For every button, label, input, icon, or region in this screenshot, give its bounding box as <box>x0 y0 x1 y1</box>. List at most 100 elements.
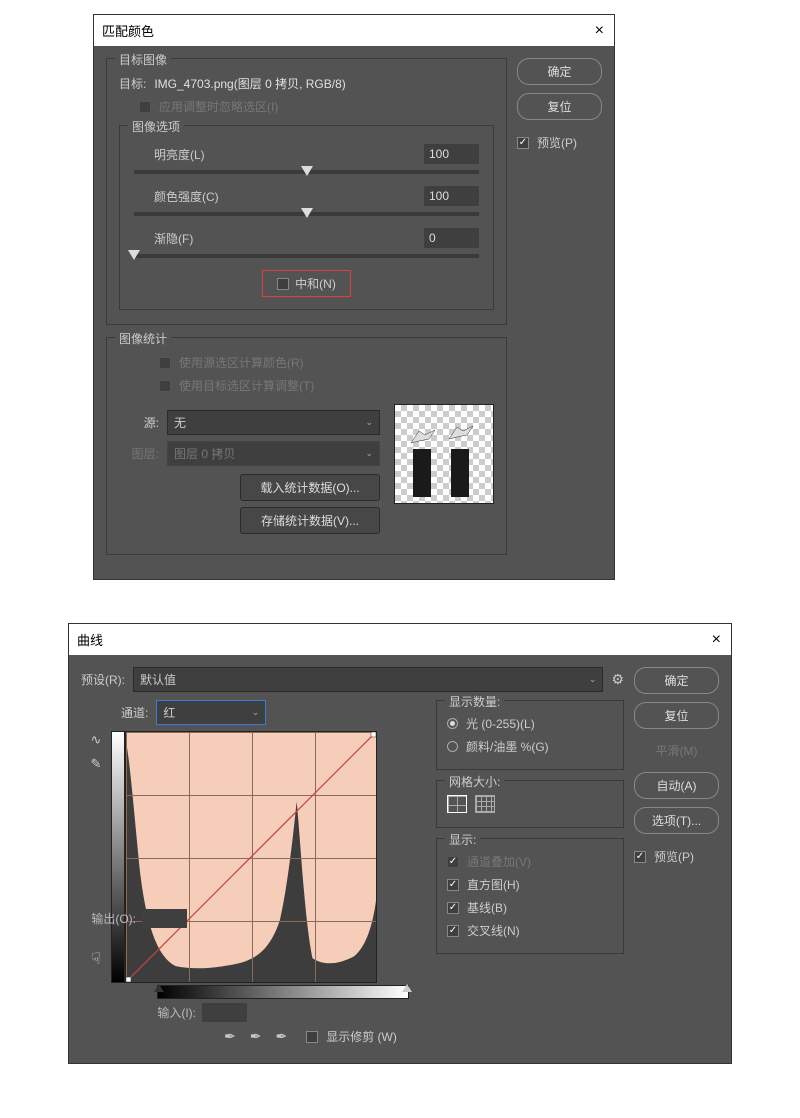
reset-button[interactable]: 复位 <box>517 93 602 120</box>
preview-thumbnail <box>394 404 494 504</box>
fade-input[interactable] <box>424 228 479 248</box>
chevron-down-icon: ⌄ <box>365 448 373 459</box>
close-icon[interactable]: × <box>712 631 721 649</box>
intensity-input[interactable] <box>424 186 479 206</box>
chevron-down-icon: ⌄ <box>365 417 373 428</box>
target-image-group: 目标图像 目标: IMG_4703.png(图层 0 拷贝, RGB/8) 应用… <box>106 58 507 325</box>
light-radio[interactable] <box>447 718 458 729</box>
pigment-radio[interactable] <box>447 741 458 752</box>
overlay-label: 通道叠加(V) <box>467 853 531 870</box>
target-legend: 目标图像 <box>115 51 171 68</box>
dialog-title: 匹配颜色 <box>102 21 154 40</box>
layer-dropdown: 图层 0 拷贝 ⌄ <box>167 441 380 466</box>
chevron-down-icon: ⌄ <box>252 707 260 718</box>
chevron-down-icon: ⌄ <box>589 674 597 685</box>
layer-value: 图层 0 拷贝 <box>174 445 235 462</box>
show-group: 显示: 通道叠加(V) 直方图(H) 基线(B) 交叉线(N) <box>436 838 624 954</box>
light-label: 光 (0-255)(L) <box>466 715 535 732</box>
stats-legend: 图像统计 <box>115 330 171 347</box>
image-options-legend: 图像选项 <box>128 118 184 135</box>
target-label: 目标: <box>119 75 146 92</box>
save-stats-button[interactable]: 存储统计数据(V)... <box>240 507 380 534</box>
ignore-selection-checkbox <box>139 101 151 113</box>
use-src-label: 使用源选区计算颜色(R) <box>179 354 304 371</box>
display-amount-group: 显示数量: 光 (0-255)(L) 颜料/油墨 %(G) <box>436 700 624 770</box>
titlebar: 匹配颜色 × <box>94 15 614 46</box>
preview-label: 预览(P) <box>654 848 694 865</box>
options-button[interactable]: 选项(T)... <box>634 807 719 834</box>
source-value: 无 <box>174 414 186 431</box>
show-clip-checkbox[interactable] <box>306 1031 318 1043</box>
luminance-slider[interactable] <box>134 170 479 174</box>
preview-checkbox[interactable] <box>517 137 529 149</box>
preset-dropdown[interactable]: 默认值 ⌄ <box>133 667 603 692</box>
intensity-slider[interactable] <box>134 212 479 216</box>
display-amount-legend: 显示数量: <box>445 693 504 710</box>
fade-slider[interactable] <box>134 254 479 258</box>
pencil-tool-icon[interactable]: ✎ <box>85 755 107 773</box>
preview-checkbox[interactable] <box>634 851 646 863</box>
luminance-input[interactable] <box>424 144 479 164</box>
smooth-button: 平滑(M) <box>634 737 719 764</box>
source-dropdown[interactable]: 无 ⌄ <box>167 410 380 435</box>
luminance-label: 明亮度(L) <box>154 146 205 163</box>
image-options-group: 图像选项 明亮度(L) 颜色强度(C) 渐隐(F) <box>119 125 494 310</box>
baseline-label: 基线(B) <box>467 899 507 916</box>
intensity-label: 颜色强度(C) <box>154 188 219 205</box>
use-tgt-label: 使用目标选区计算调整(T) <box>179 377 314 394</box>
neutralize-label: 中和(N) <box>295 275 336 292</box>
histogram-label: 直方图(H) <box>467 876 520 893</box>
use-src-checkbox <box>159 357 171 369</box>
dialog-title: 曲线 <box>77 630 103 649</box>
channel-value: 红 <box>163 704 175 721</box>
histogram-checkbox[interactable] <box>447 879 459 891</box>
hand-tool-icon[interactable]: ☟ <box>91 949 101 969</box>
grid-size-group: 网格大小: <box>436 780 624 828</box>
grid-size-legend: 网格大小: <box>445 773 504 790</box>
eyedropper-white-icon[interactable]: ✒ <box>275 1028 287 1045</box>
grid-small-icon[interactable] <box>447 795 467 813</box>
channel-dropdown[interactable]: 红 ⌄ <box>156 700 266 725</box>
input-label: 输入(I): <box>141 1004 196 1021</box>
load-stats-button[interactable]: 载入统计数据(O)... <box>240 474 380 501</box>
fade-label: 渐隐(F) <box>154 230 193 247</box>
curve-tool-icon[interactable]: ∿ <box>85 731 107 749</box>
channel-label: 通道: <box>121 704 148 721</box>
input-input[interactable] <box>202 1003 247 1022</box>
match-color-dialog: 匹配颜色 × 目标图像 目标: IMG_4703.png(图层 0 拷贝, RG… <box>93 14 615 580</box>
pigment-label: 颜料/油墨 %(G) <box>466 738 549 755</box>
curves-graph[interactable] <box>125 731 377 983</box>
target-value: IMG_4703.png(图层 0 拷贝, RGB/8) <box>154 75 345 92</box>
ok-button[interactable]: 确定 <box>517 58 602 85</box>
ignore-selection-label: 应用调整时忽略选区(I) <box>159 98 278 115</box>
image-stats-group: 图像统计 使用源选区计算颜色(R) 使用目标选区计算调整(T) 源: 无 <box>106 337 507 555</box>
intersect-label: 交叉线(N) <box>467 922 520 939</box>
neutralize-highlight: 中和(N) <box>262 270 351 297</box>
output-input[interactable] <box>142 909 187 928</box>
layer-label: 图层: <box>119 445 159 462</box>
close-icon[interactable]: × <box>595 22 604 40</box>
eyedropper-black-icon[interactable]: ✒ <box>224 1028 236 1045</box>
reset-button[interactable]: 复位 <box>634 702 719 729</box>
gear-icon[interactable]: ⚙ <box>611 671 624 688</box>
show-legend: 显示: <box>445 831 480 848</box>
ok-button[interactable]: 确定 <box>634 667 719 694</box>
output-label: 输出(O): <box>81 910 136 927</box>
preview-label: 预览(P) <box>537 134 577 151</box>
intersect-checkbox[interactable] <box>447 925 459 937</box>
curves-dialog: 曲线 × 预设(R): 默认值 ⌄ ⚙ 通道: 红 ⌄ <box>68 623 732 1064</box>
grid-large-icon[interactable] <box>475 795 495 813</box>
show-clip-label: 显示修剪 (W) <box>326 1028 397 1045</box>
source-label: 源: <box>119 414 159 431</box>
horizontal-gradient[interactable] <box>157 985 409 999</box>
titlebar: 曲线 × <box>69 624 731 655</box>
neutralize-checkbox[interactable] <box>277 278 289 290</box>
eyedropper-gray-icon[interactable]: ✒ <box>250 1028 262 1045</box>
preset-value: 默认值 <box>140 671 176 688</box>
preset-label: 预设(R): <box>81 671 125 688</box>
baseline-checkbox[interactable] <box>447 902 459 914</box>
use-tgt-checkbox <box>159 380 171 392</box>
vertical-gradient <box>111 731 125 983</box>
overlay-checkbox <box>447 856 459 868</box>
auto-button[interactable]: 自动(A) <box>634 772 719 799</box>
